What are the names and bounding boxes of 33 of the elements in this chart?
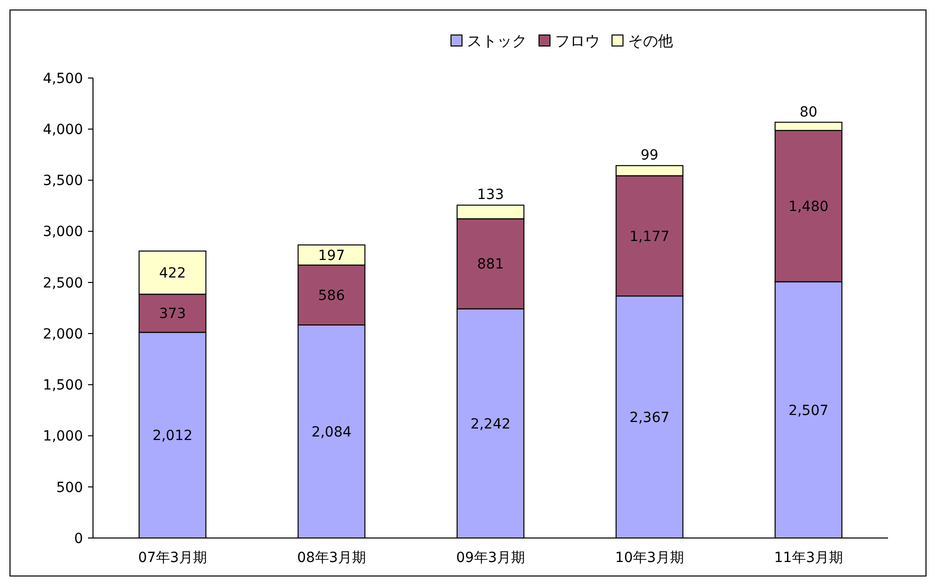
data-label: 2,242 xyxy=(470,416,511,432)
data-label: 2,507 xyxy=(788,402,829,419)
data-label: 1,480 xyxy=(788,198,829,215)
data-label: 99 xyxy=(640,148,658,164)
data-label: 133 xyxy=(477,187,504,204)
data-label: 586 xyxy=(318,288,345,304)
data-label: 2,084 xyxy=(311,424,352,440)
y-tick-label: 2,000 xyxy=(42,326,83,342)
y-tick-label: 0 xyxy=(74,530,83,547)
y-tick-label: 1,500 xyxy=(42,378,83,394)
legend-label: その他 xyxy=(628,32,673,50)
y-tick-label: 3,500 xyxy=(42,173,83,190)
data-label: 2,012 xyxy=(152,428,193,444)
data-label: 373 xyxy=(159,306,186,322)
data-label: 881 xyxy=(477,256,504,273)
y-tick-label: 500 xyxy=(56,480,83,496)
y-tick-label: 4,500 xyxy=(42,70,83,87)
y-tick-label: 4,000 xyxy=(42,122,83,138)
x-tick-label: 09年3月期 xyxy=(456,550,525,566)
x-tick-label: 10年3月期 xyxy=(615,550,684,566)
y-tick-label: 3,000 xyxy=(42,224,83,240)
data-label: 1,177 xyxy=(629,228,670,245)
y-tick-label: 2,500 xyxy=(42,275,83,292)
data-label: 2,367 xyxy=(629,410,670,426)
y-tick-label: 1,000 xyxy=(42,428,83,445)
x-tick-label: 11年3月期 xyxy=(774,550,843,566)
legend-label: フロウ xyxy=(555,32,600,50)
data-label: 80 xyxy=(800,104,818,120)
x-tick-label: 08年3月期 xyxy=(297,550,366,566)
x-tick-label: 07年3月期 xyxy=(138,550,207,566)
data-label: 197 xyxy=(318,248,345,264)
data-label: 422 xyxy=(159,266,186,282)
legend-label: ストック xyxy=(467,32,527,50)
